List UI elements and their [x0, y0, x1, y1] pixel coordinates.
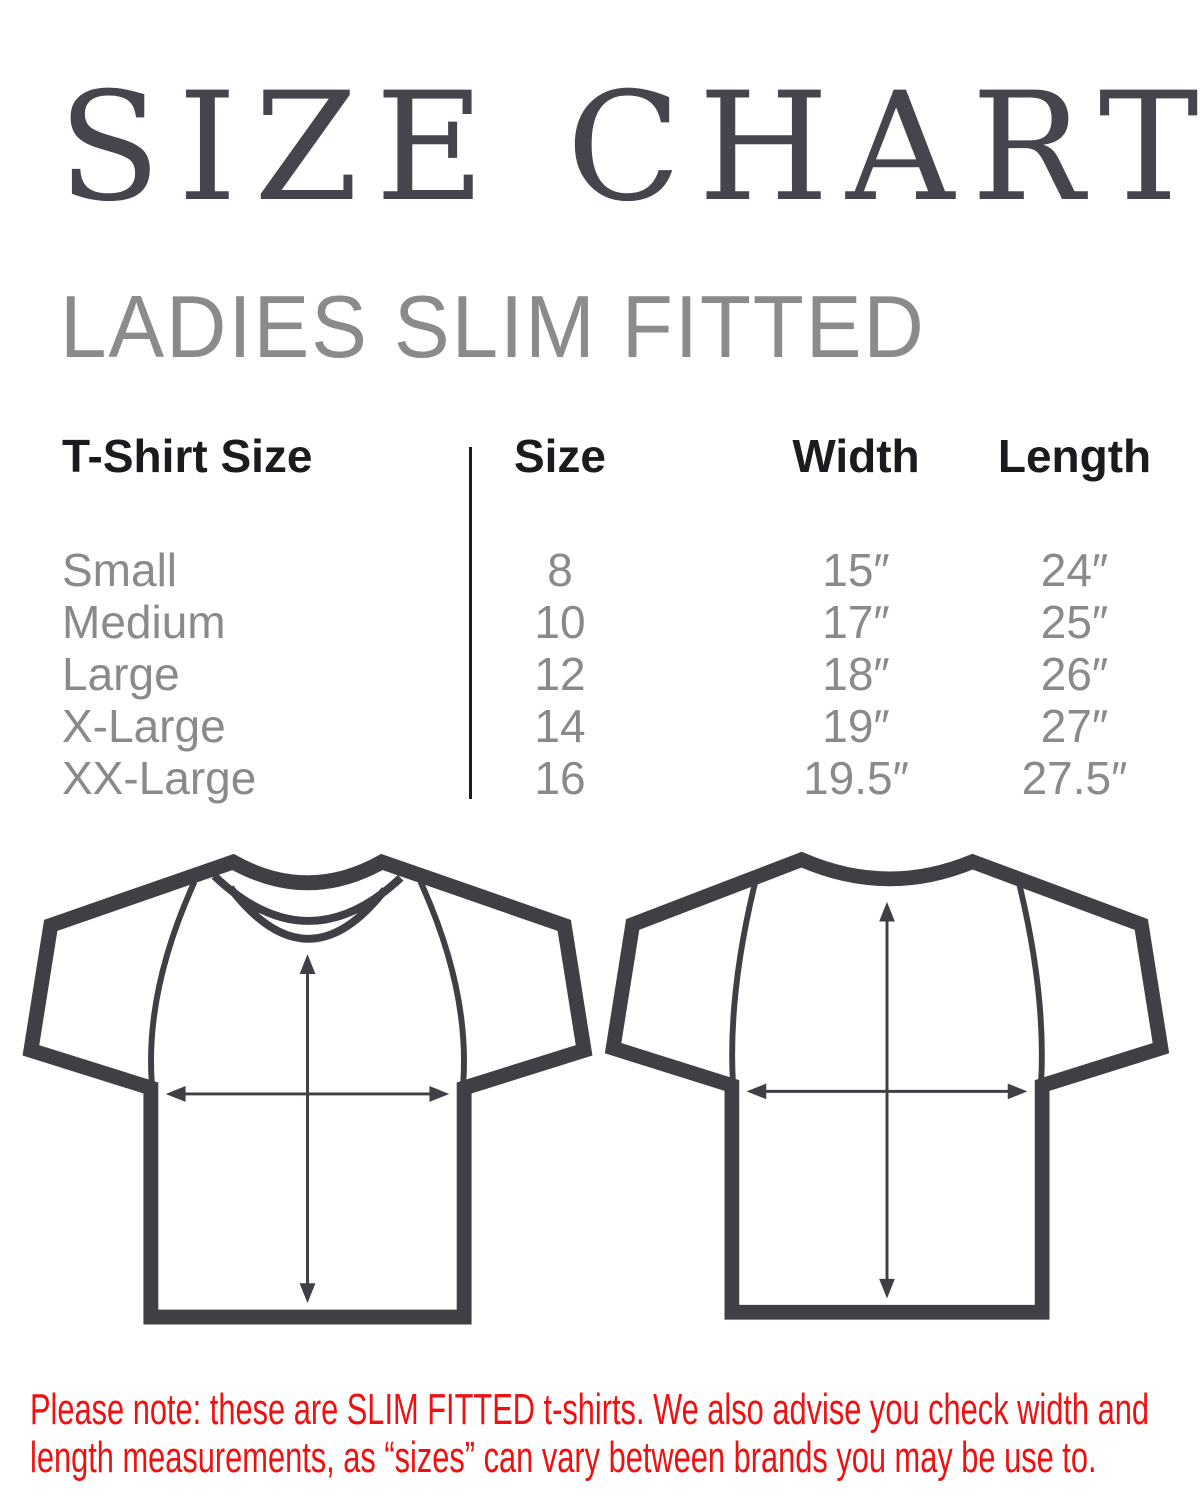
table-row: Medium 10 17″ 25″: [0, 595, 1200, 649]
column-header-length: Length: [997, 430, 1152, 482]
back-right-sleeve-seam: [1013, 872, 1045, 1082]
note-line-1: Please note: these are SLIM FITTED t-shi…: [30, 1385, 1200, 1435]
back-length-arrow: [879, 901, 895, 1299]
back-shirt-diagram: [604, 851, 1170, 1320]
back-width-arrow: [746, 1083, 1028, 1100]
page-subtitle: LADIES SLIM FITTED: [60, 277, 926, 376]
back-left-sleeve-seam: [729, 872, 761, 1082]
column-header-width: Width: [792, 430, 920, 482]
width-value: 17″: [822, 596, 890, 648]
table-row: X-Large 14 19″ 27″: [0, 699, 1200, 753]
tshirt-size-label: Small: [62, 544, 178, 596]
note-line-2: length measurements, as “sizes” can vary…: [30, 1433, 1200, 1483]
size-value: 10: [534, 596, 586, 648]
size-value: 14: [534, 700, 586, 752]
size-value: 8: [547, 544, 573, 596]
tshirt-size-label: Medium: [62, 596, 226, 648]
front-width-arrow: [165, 1086, 450, 1102]
front-collar-line-inner: [227, 885, 388, 943]
front-left-sleeve-seam: [148, 880, 198, 1085]
width-value: 18″: [822, 648, 890, 700]
column-header-size: Size: [513, 430, 607, 482]
tshirt-size-label: Large: [62, 648, 180, 700]
table-row: Large 12 18″ 26″: [0, 647, 1200, 701]
tshirt-size-label: X-Large: [62, 700, 226, 752]
width-value: 19.5″: [803, 752, 909, 804]
note-line-2-text: length measurements, as “sizes” can vary…: [30, 1433, 1097, 1482]
table-row: XX-Large 16 19.5″ 27.5″: [0, 751, 1200, 805]
size-value: 12: [534, 648, 586, 700]
page-title: SIZE CHART: [58, 61, 1200, 235]
length-value: 27″: [1040, 700, 1109, 752]
width-value: 15″: [822, 544, 890, 596]
length-value: 27.5″: [1021, 752, 1128, 804]
width-value: 19″: [822, 700, 890, 752]
front-right-sleeve-seam: [417, 880, 467, 1085]
tshirt-size-label: XX-Large: [62, 752, 257, 804]
note-line-1-text: Please note: these are SLIM FITTED t-shi…: [30, 1385, 1150, 1434]
front-length-arrow: [299, 954, 316, 1304]
size-value: 16: [534, 752, 586, 804]
length-value: 26″: [1040, 648, 1109, 700]
table-divider: [469, 447, 472, 799]
front-shirt-diagram: [22, 853, 593, 1325]
length-value: 24″: [1040, 544, 1109, 596]
length-value: 25″: [1040, 596, 1109, 648]
table-row: Small 8 15″ 24″: [0, 543, 1200, 597]
table-left-header: T-Shirt Size: [62, 430, 313, 482]
